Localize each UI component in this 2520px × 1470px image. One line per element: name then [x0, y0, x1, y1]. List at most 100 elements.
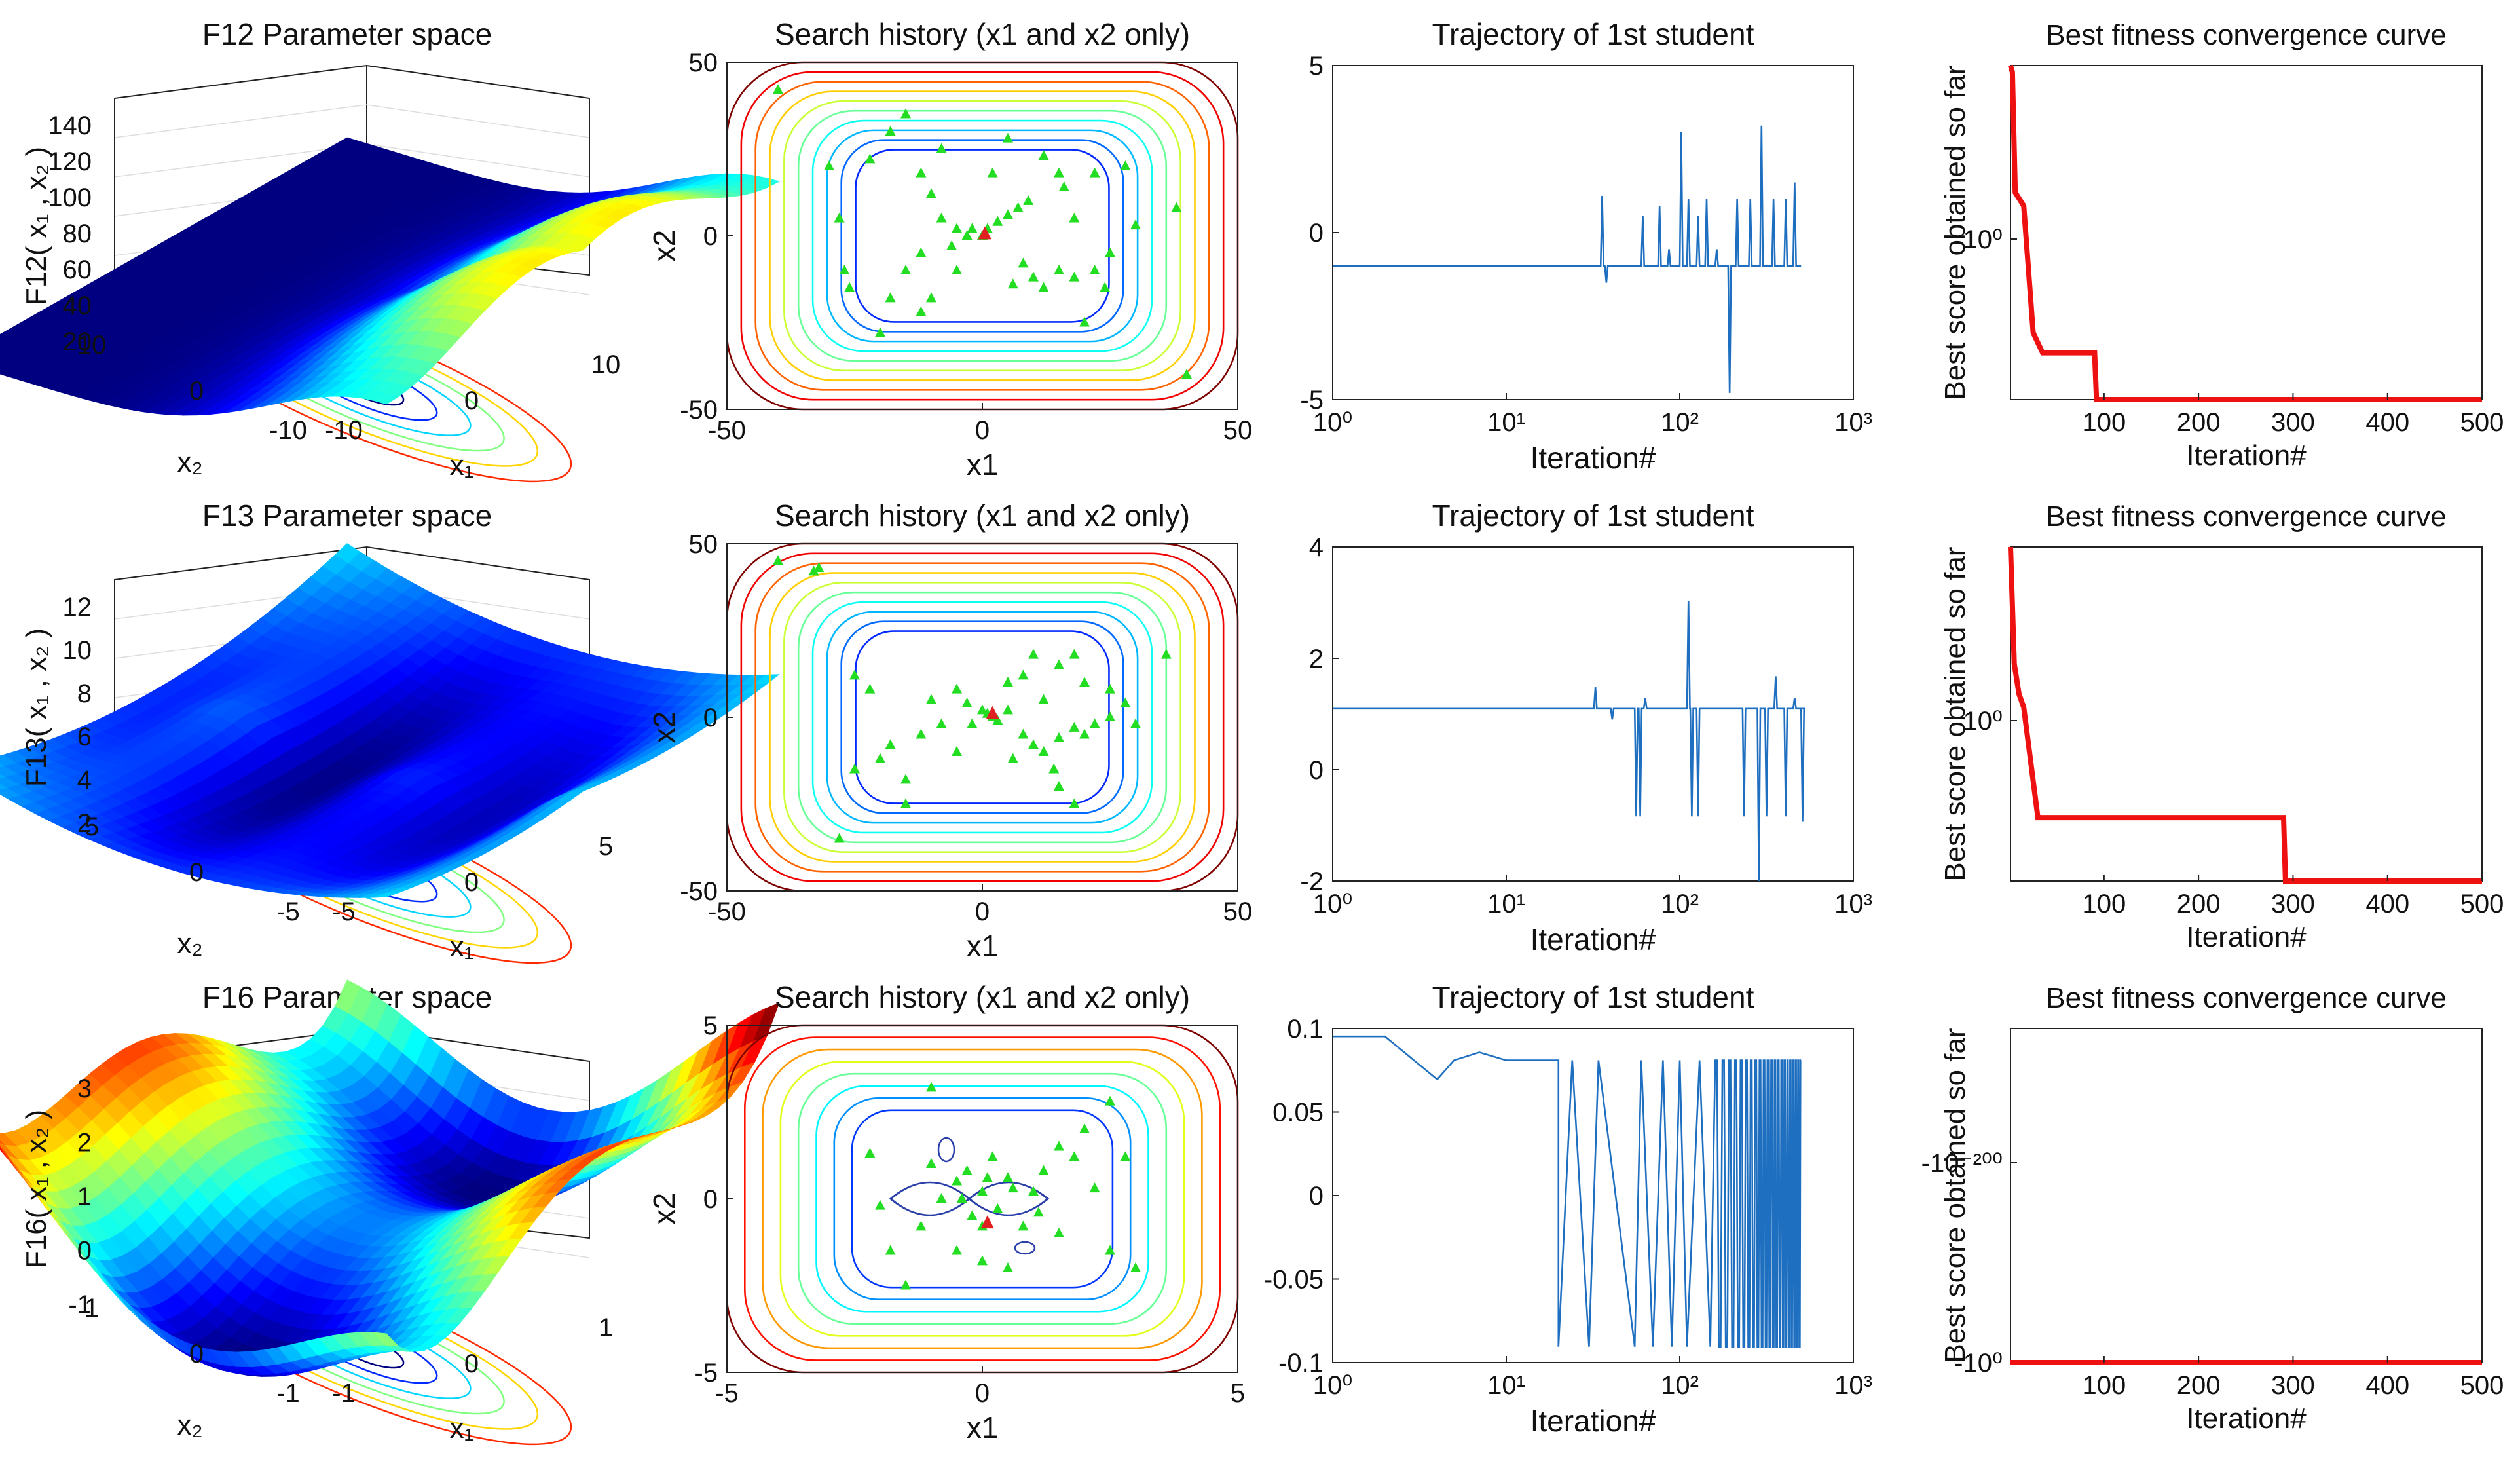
search-point — [1105, 1095, 1115, 1106]
y-tick-label: -0.05 — [1264, 1266, 1324, 1294]
chart-title: Search history (x1 and x2 only) — [775, 499, 1190, 533]
y-axis-label: x2 — [647, 711, 681, 744]
y-axis-label: x2 — [647, 1193, 681, 1225]
x-tick-label: 10¹ — [1487, 408, 1525, 437]
surface-patch — [372, 392, 399, 405]
x-tick-label: 10⁰ — [1313, 890, 1353, 918]
x-tick-label: 0 — [975, 897, 990, 926]
search-point — [1038, 282, 1049, 292]
search-point — [1130, 1262, 1141, 1272]
search-point — [864, 1148, 876, 1158]
y-tick-label: 0 — [703, 222, 718, 251]
x-tick-label: 300 — [2271, 1371, 2315, 1400]
surface-mesh — [0, 137, 780, 416]
search-point — [926, 188, 936, 198]
y-tick-label: 10⁰ — [1963, 707, 2003, 736]
contour-line — [726, 1024, 1239, 1374]
search-point — [977, 1186, 988, 1196]
search-point — [813, 562, 825, 573]
search-point — [900, 774, 911, 784]
contour-line — [833, 1097, 1132, 1301]
contour-line — [797, 1072, 1168, 1325]
search-point — [961, 697, 973, 707]
x-axis-label: x₁ — [450, 449, 474, 481]
plot-frame — [1332, 65, 1854, 400]
contour-line — [740, 71, 1225, 401]
y-tick-label: 4 — [1309, 533, 1324, 562]
y-axis-label: Best score obtained so far — [1939, 1028, 1971, 1363]
grid-line — [366, 143, 590, 178]
search-point — [952, 1245, 962, 1255]
search-point — [916, 728, 927, 739]
plot-frame — [1332, 546, 1854, 882]
best-point — [978, 226, 991, 240]
contour-line — [783, 100, 1181, 371]
contour-line — [740, 552, 1225, 882]
x-tick-label: 0 — [464, 386, 479, 415]
x-tick-label: 5 — [599, 832, 613, 861]
contour-line — [851, 1109, 1114, 1289]
x-tick-label: 500 — [2460, 408, 2504, 437]
search-point — [1028, 1186, 1039, 1196]
search-point — [1069, 212, 1080, 223]
search-point — [1018, 669, 1029, 680]
x-axis-label: x₁ — [450, 931, 474, 963]
search-point — [1160, 649, 1172, 659]
contour-line — [754, 81, 1210, 391]
search-point — [1100, 282, 1111, 292]
chart-title: Search history (x1 and x2 only) — [775, 980, 1190, 1014]
z-axis-label: F13( x₁ , x₂ ) — [20, 628, 52, 787]
y-tick-label: 50 — [689, 48, 718, 77]
search-point — [952, 1175, 962, 1186]
search-point — [1003, 677, 1013, 687]
search-point — [1105, 683, 1115, 694]
search-point — [1130, 219, 1141, 230]
search-point — [1054, 732, 1064, 742]
search-point — [1003, 704, 1013, 715]
search-point — [967, 1210, 978, 1220]
chart-title: Search history (x1 and x2 only) — [775, 17, 1190, 51]
search-point — [900, 1279, 911, 1290]
x-axis-label: Iteration# — [1530, 922, 1656, 956]
plot-frame — [2010, 1028, 2483, 1363]
z-tick-label: 0 — [77, 1237, 92, 1266]
y-tick-label: 10 — [77, 331, 107, 360]
x-tick-label: -5 — [332, 897, 356, 926]
y-tick-label: -50 — [680, 396, 718, 424]
trajectory-line — [1333, 1035, 1802, 1348]
y-tick-label: -5 — [276, 897, 300, 926]
search-point — [900, 798, 911, 808]
chart-title: F12 Parameter space — [202, 17, 492, 51]
x-tick-label: 10¹ — [1487, 890, 1525, 918]
search-point — [1012, 202, 1024, 212]
y-tick-label: -5 — [694, 1359, 718, 1387]
search-point — [987, 1151, 998, 1161]
search-point — [1105, 1245, 1115, 1255]
search-point — [849, 669, 860, 680]
search-point — [773, 555, 783, 565]
x-tick-label: 10³ — [1834, 408, 1872, 437]
search-point — [961, 230, 973, 240]
search-point — [952, 223, 962, 233]
search-point — [1054, 659, 1064, 669]
search-point — [977, 704, 988, 715]
search-point — [992, 715, 1003, 725]
search-point — [1028, 271, 1039, 282]
search-point — [961, 1165, 973, 1175]
search-point — [875, 1199, 885, 1210]
x-tick-label: 50 — [1223, 897, 1253, 926]
contour-line — [779, 1061, 1185, 1337]
x-tick-label: 200 — [2177, 890, 2221, 918]
x-axis-label: x1 — [967, 1410, 999, 1444]
y-tick-label: -10⁰ — [1954, 1349, 2003, 1378]
x-tick-label: 100 — [2082, 408, 2126, 437]
search-point — [1120, 697, 1131, 707]
convergence-line — [2008, 64, 2482, 402]
search-point — [977, 1255, 988, 1266]
x-tick-label: 100 — [2082, 1371, 2126, 1400]
contour-line — [797, 109, 1168, 362]
surface-patch — [373, 892, 399, 898]
y-tick-label: 0 — [703, 704, 718, 732]
y-tick-label: 0.05 — [1272, 1099, 1324, 1127]
